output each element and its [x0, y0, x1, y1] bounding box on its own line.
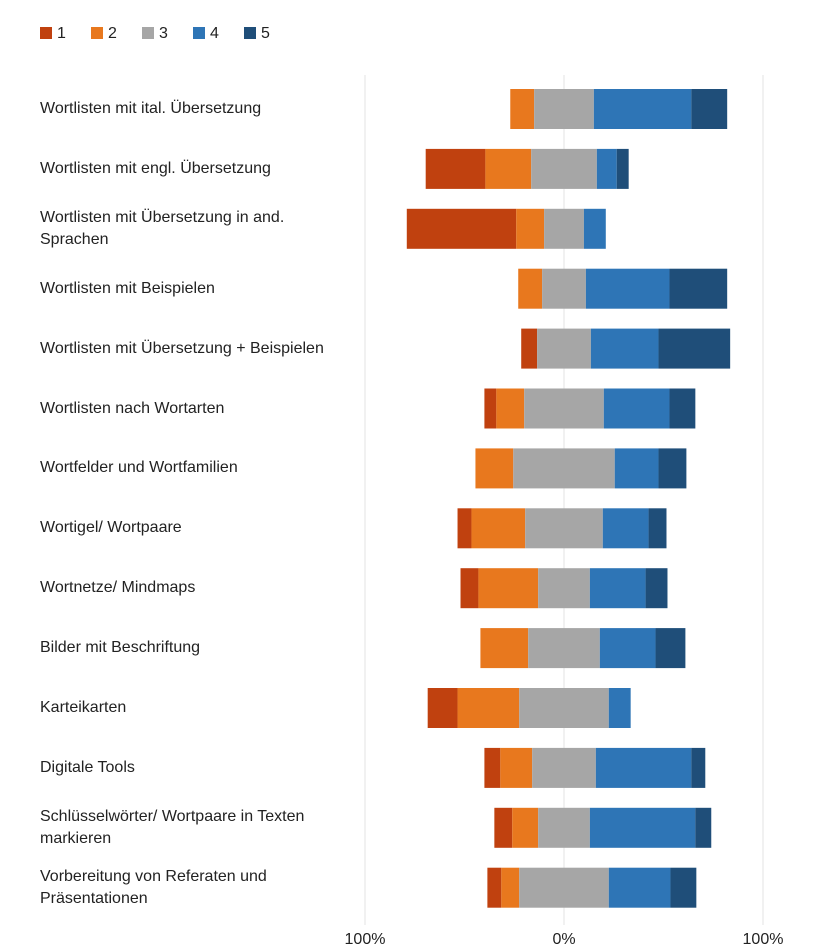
bar-segment	[427, 688, 458, 728]
category-label: Bilder mit Beschriftung	[40, 639, 201, 657]
bar-segment	[645, 568, 668, 609]
bar-segment	[603, 388, 670, 429]
bar-segment	[406, 208, 517, 249]
x-tick-label: 100%	[345, 931, 386, 948]
legend-swatch	[244, 27, 256, 39]
bar-segment	[524, 388, 604, 429]
bar-segment	[655, 628, 686, 669]
bar-segment	[542, 268, 586, 309]
bar-segment	[460, 568, 479, 609]
legend-swatch	[91, 27, 103, 39]
category-label: Wortlisten mit engl. Übersetzung	[40, 159, 271, 177]
bar-segment	[599, 628, 656, 669]
bar-segment	[475, 448, 514, 489]
bar-segment	[669, 388, 696, 429]
bar-segment	[596, 148, 617, 189]
bar-segment	[496, 388, 525, 429]
category-label: Wortlisten mit Übersetzung in and. Sprac…	[40, 208, 285, 248]
bar-segment	[608, 688, 631, 728]
bar-segment	[471, 508, 526, 549]
legend-label: 4	[210, 25, 219, 42]
category-label: Vorbereitung von Referaten und Präsentat…	[40, 867, 267, 907]
bar-segment	[500, 747, 533, 788]
x-tick-label: 0%	[552, 931, 575, 948]
bar-segment	[485, 148, 532, 189]
bar-segment	[532, 747, 596, 788]
bar-segment	[519, 688, 609, 728]
bar-segment	[590, 328, 659, 369]
bar-segment	[691, 747, 706, 788]
bar-segment	[608, 867, 671, 908]
bar-segment	[487, 867, 502, 908]
bar-segment	[658, 448, 687, 489]
legend-label: 1	[57, 25, 66, 42]
bar-segment	[512, 807, 539, 848]
bar-segment	[538, 807, 590, 848]
bar-segment	[695, 807, 712, 848]
category-label: Wortfelder und Wortfamilien	[40, 459, 238, 477]
bar-segment	[585, 268, 670, 309]
bar-segment	[457, 688, 520, 728]
legend-label: 2	[108, 25, 117, 42]
category-label: Wortlisten nach Wortarten	[40, 399, 225, 417]
bar-segment	[658, 328, 731, 369]
legend-swatch	[193, 27, 205, 39]
category-label: Wortlisten mit Übersetzung + Beispielen	[40, 339, 324, 357]
category-label: Schlüsselwörter/ Wortpaare in Texten mar…	[40, 807, 305, 847]
bar-segment	[425, 148, 486, 189]
x-tick-label: 100%	[743, 931, 784, 948]
bar-segment	[602, 508, 649, 549]
bar-segment	[528, 628, 600, 669]
bar-segment	[534, 89, 594, 129]
category-label: Wortigel/ Wortpaare	[40, 519, 182, 537]
bar-segment	[614, 448, 659, 489]
category-label: Digitale Tools	[40, 758, 135, 776]
bar-segment	[589, 568, 646, 609]
bar-segment	[670, 867, 697, 908]
bar-segment	[457, 508, 472, 549]
bar-segment	[494, 807, 513, 848]
bar-segment	[484, 388, 497, 429]
bar-segment	[616, 148, 629, 189]
bar-segment	[501, 867, 520, 908]
bar-segment	[595, 747, 692, 788]
bar-segment	[519, 867, 609, 908]
category-label: Wortlisten mit ital. Übersetzung	[40, 100, 262, 117]
bar-segment	[648, 508, 667, 549]
bar-segment	[480, 628, 529, 669]
bar-segment	[513, 448, 615, 489]
category-label: Wortlisten mit Beispielen	[40, 279, 215, 297]
legend-swatch	[142, 27, 154, 39]
legend-swatch	[40, 27, 52, 39]
bar-segment	[516, 208, 545, 249]
bar-segment	[518, 268, 543, 309]
bar-segment	[510, 89, 535, 129]
bar-segment	[583, 208, 606, 249]
bar-segment	[538, 568, 590, 609]
category-label: Karteikarten	[40, 699, 127, 716]
bar-segment	[544, 208, 584, 249]
bar-segment	[525, 508, 603, 549]
category-label: Wortnetze/ Mindmaps	[40, 579, 196, 597]
bar-segment	[484, 747, 501, 788]
bar-segment	[531, 148, 597, 189]
bar-segment	[537, 328, 591, 369]
bar-segment	[521, 328, 538, 369]
bar-segment	[593, 89, 692, 129]
bar-segment	[691, 89, 728, 129]
legend-label: 5	[261, 25, 270, 42]
bar-segment	[478, 568, 539, 609]
legend-label: 3	[159, 25, 168, 42]
bar-segment	[589, 807, 696, 848]
bar-segment	[669, 268, 728, 309]
